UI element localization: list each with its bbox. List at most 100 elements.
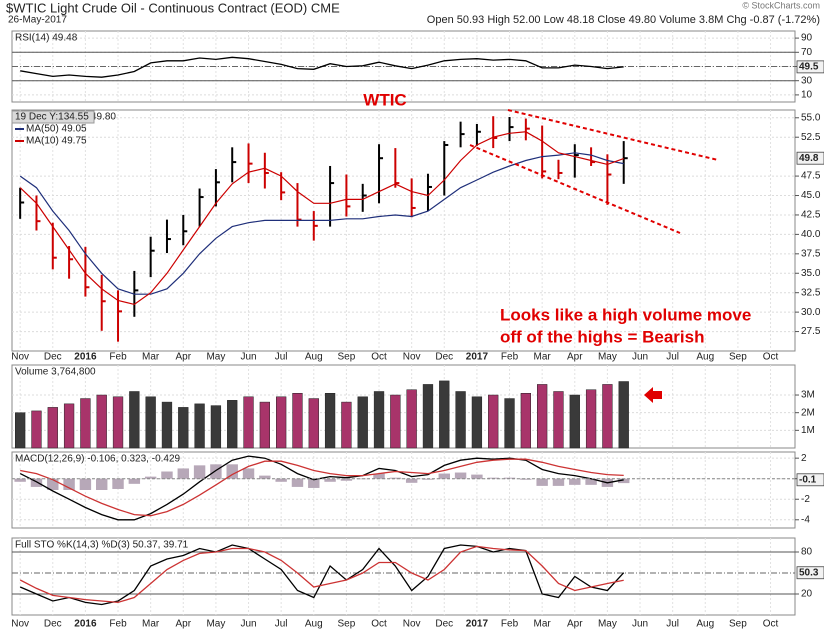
volume-bar [112, 396, 124, 449]
value-box [796, 473, 824, 487]
volume-bar [373, 391, 385, 449]
panel-label: MACD(12,26,9) -0.106, 0.323, -0.429 [15, 454, 181, 465]
x-tick-label: 2016 [74, 352, 97, 363]
histogram-bar [177, 468, 189, 479]
histogram-bar [324, 478, 336, 482]
x-tick-label: Sep [729, 619, 747, 630]
x-tick-label: Oct [371, 352, 387, 363]
histogram-bar [340, 478, 353, 481]
value-box [796, 566, 824, 580]
x-tick-label: Aug [305, 619, 323, 630]
x-tick-label: Dec [44, 619, 62, 630]
annotation-title: WTIC [363, 90, 406, 109]
x-tick-label: Nov [403, 619, 421, 630]
x-tick-label: Apr [567, 619, 583, 630]
x-tick-label: Nov [11, 352, 29, 363]
annotation-note: off of the highs = Bearish [500, 327, 705, 346]
y-tick-label: 90 [801, 33, 813, 44]
volume-bar [15, 412, 26, 449]
histogram-bar [308, 478, 320, 488]
volume-bar [292, 393, 303, 449]
moving-average [19, 152, 624, 295]
volume-bar [96, 394, 107, 449]
panel [11, 537, 796, 616]
x-tick-label: Dec [44, 352, 62, 363]
y-tick-label: 30.0 [801, 307, 821, 318]
y-tick-label: 42.5 [801, 210, 821, 221]
trend-line [469, 144, 681, 234]
x-tick-label: Feb [109, 619, 127, 630]
x-tick-label: Nov [403, 352, 421, 363]
cursor-label: 19 Dec Y:134.55 [15, 112, 89, 123]
y-tick-label: 35.0 [801, 268, 821, 279]
y-tick-label: 3M [801, 390, 815, 401]
annotation-arrow [644, 387, 662, 403]
trend-line [507, 109, 719, 161]
source: © StockCharts.com [742, 0, 820, 10]
volume-bar [178, 407, 189, 449]
y-tick-label: 27.5 [801, 326, 821, 337]
y-tick-label: 47.5 [801, 171, 821, 182]
date: 26-May-2017 [8, 15, 67, 26]
volume-bar [422, 384, 434, 449]
volume-bar [553, 391, 564, 449]
x-tick-label: Apr [176, 619, 192, 630]
x-tick-label: Dec [435, 352, 453, 363]
histogram-bar [438, 473, 450, 479]
histogram-bar [79, 478, 92, 490]
x-tick-label: 2017 [466, 619, 489, 630]
y-tick-label: 2 [801, 453, 807, 464]
volume-bar [243, 396, 254, 449]
volume-bar [210, 405, 222, 449]
volume-bar [585, 389, 597, 449]
x-tick-label: Mar [534, 352, 552, 363]
x-tick-label: Apr [176, 352, 192, 363]
histogram-bar [210, 464, 222, 479]
value-box-label: -0.1 [799, 474, 817, 485]
annotation-note: Looks like a high volume move [500, 305, 751, 324]
histogram-bar [161, 471, 173, 479]
y-tick-label: 32.5 [801, 287, 821, 298]
x-tick-label: 2017 [466, 352, 489, 363]
histogram-bar [259, 475, 271, 479]
volume-bar [504, 398, 515, 449]
histogram-bar [373, 473, 385, 479]
x-tick-label: Nov [11, 619, 29, 630]
cursor-box [11, 110, 95, 124]
volume-bar [47, 407, 58, 449]
histogram-bar [552, 478, 565, 486]
y-tick-label: 20 [801, 589, 813, 600]
series-line [20, 56, 624, 78]
volume-bar [618, 381, 629, 449]
histogram-bar [193, 465, 206, 479]
legend-label: MA(50) 49.05 [26, 124, 87, 135]
x-tick-label: Jul [666, 352, 679, 363]
panel-label: Full STO %K(14,3) %D(3) 50.37, 39.71 [15, 540, 189, 551]
value-box [796, 60, 824, 74]
x-tick-label: Jul [666, 619, 679, 630]
y-tick-label: 80 [801, 547, 813, 558]
y-tick-label: 40.0 [801, 229, 821, 240]
histogram-bar [422, 478, 434, 480]
histogram-bar [63, 478, 75, 490]
histogram-bar [536, 478, 548, 486]
volume-bar [520, 393, 531, 449]
histogram-bar [487, 477, 499, 479]
quote-summary: Open 50.93 High 52.00 Low 48.18 Close 49… [427, 14, 820, 26]
volume-bar [308, 398, 319, 449]
histogram-bar [128, 478, 141, 484]
volume-bar [455, 391, 466, 449]
y-tick-label: 2M [801, 407, 815, 418]
value-box-label: 49.5 [799, 62, 819, 73]
x-tick-label: Oct [371, 619, 387, 630]
y-tick-label: 45.0 [801, 190, 821, 201]
histogram-bar [144, 476, 157, 479]
legend-label: MA(10) 49.75 [26, 136, 87, 147]
x-tick-label: Oct [763, 352, 779, 363]
moving-average [19, 131, 624, 306]
x-tick-label: Jul [275, 352, 288, 363]
histogram-bar [275, 478, 287, 482]
volume-bar [31, 410, 42, 449]
x-tick-label: 2016 [74, 619, 97, 630]
